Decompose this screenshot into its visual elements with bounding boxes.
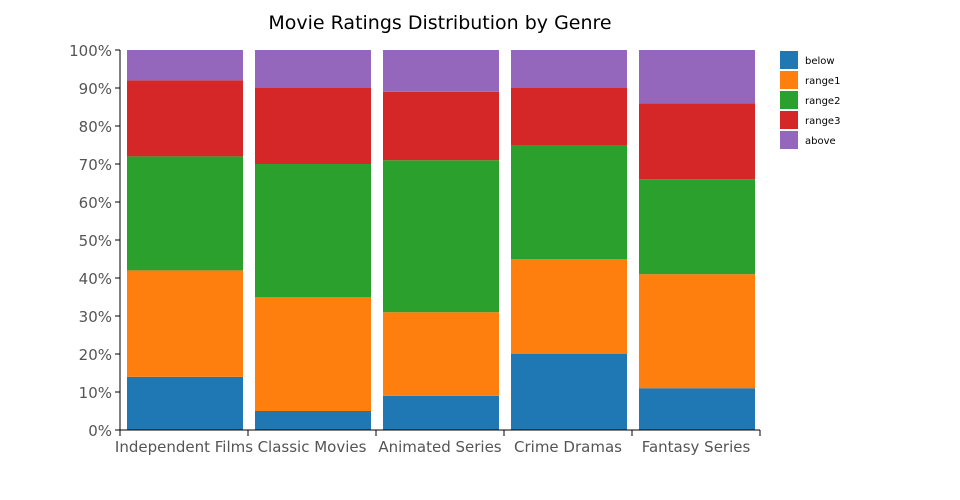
legend-swatch-range2	[780, 91, 798, 109]
legend-swatch-range3	[780, 111, 798, 129]
bar-range3-3	[511, 88, 627, 145]
legend-swatch-above	[780, 131, 798, 149]
bar-range1-0	[127, 270, 243, 377]
bar-below-4	[639, 388, 755, 430]
x-category-label: Classic Movies	[258, 438, 367, 456]
bar-above-4	[639, 50, 755, 104]
bar-range1-2	[383, 312, 499, 396]
x-axis: Independent Films Classic Movies Animated …	[115, 429, 761, 456]
legend-label-range3: range3	[805, 116, 840, 127]
bar-below-3	[511, 354, 627, 430]
bar-range2-1	[255, 164, 371, 297]
bar-range3-2	[383, 91, 499, 161]
legend-label-above: above	[805, 136, 836, 147]
y-tick-label: 30%	[79, 308, 112, 326]
y-tick-label: 50%	[79, 232, 112, 250]
bar-range1-1	[255, 297, 371, 411]
bar-range2-4	[639, 179, 755, 275]
bars-group	[127, 50, 755, 430]
chart-title: Movie Ratings Distribution by Genre	[268, 12, 611, 34]
y-tick-label: 20%	[79, 346, 112, 364]
bar-below-2	[383, 395, 499, 430]
x-category-label: Animated Series	[378, 438, 501, 456]
legend-label-range1: range1	[805, 76, 840, 87]
bar-above-0	[127, 50, 243, 81]
bar-range1-4	[639, 274, 755, 389]
bar-range3-0	[127, 80, 243, 157]
y-tick-label: 100%	[69, 42, 112, 60]
legend-swatch-range1	[780, 71, 798, 89]
legend-swatch-below	[780, 51, 798, 69]
y-tick-label: 90%	[79, 80, 112, 98]
y-tick-label: 10%	[79, 384, 112, 402]
legend-label-below: below	[805, 56, 835, 67]
legend-label-range2: range2	[805, 96, 840, 107]
y-tick-label: 80%	[79, 118, 112, 136]
x-category-label: Crime Dramas	[514, 438, 622, 456]
bar-below-0	[127, 376, 243, 430]
bar-above-2	[383, 50, 499, 92]
y-tick-label: 60%	[79, 194, 112, 212]
x-category-label: Independent Films	[115, 438, 253, 456]
bar-range2-2	[383, 160, 499, 313]
bar-above-1	[255, 50, 371, 88]
y-tick-label: 40%	[79, 270, 112, 288]
y-tick-label: 70%	[79, 156, 112, 174]
bar-range2-3	[511, 145, 627, 259]
bar-range1-3	[511, 259, 627, 354]
bar-range3-1	[255, 88, 371, 164]
bar-range2-0	[127, 156, 243, 271]
bar-range3-4	[639, 103, 755, 180]
bar-below-1	[255, 411, 371, 430]
x-category-label: Fantasy Series	[642, 438, 751, 456]
y-tick-label: 0%	[88, 422, 112, 440]
bar-above-3	[511, 50, 627, 88]
legend: below range1 range2 range3 above	[780, 51, 840, 149]
y-axis: 0% 10% 20% 30% 40% 50% 60% 70% 80% 90% 100%	[69, 42, 121, 440]
